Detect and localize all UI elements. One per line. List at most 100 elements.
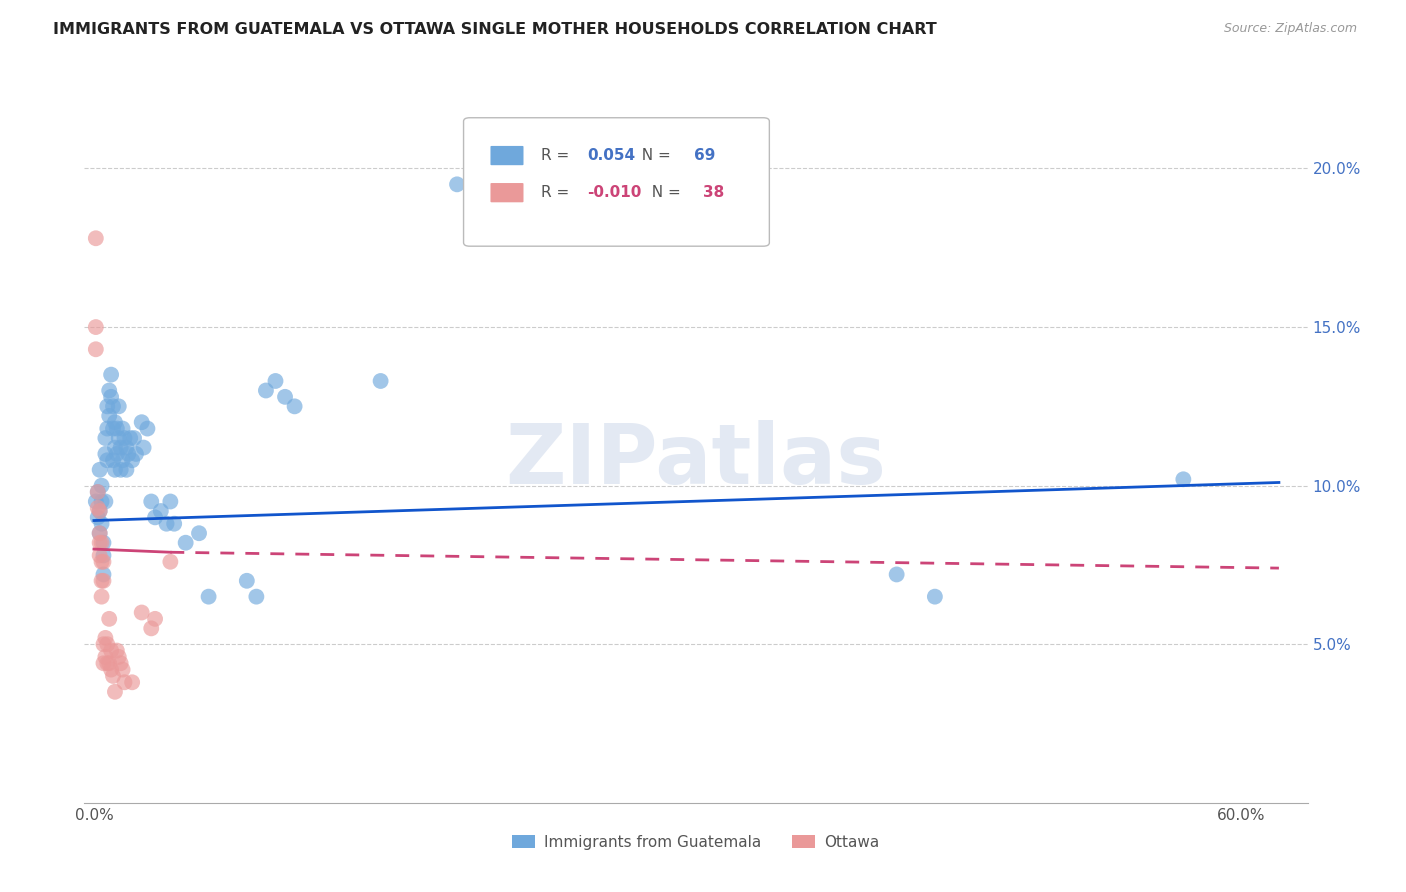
Point	[1173, 472, 1195, 486]
Legend: Immigrants from Guatemala, Ottawa: Immigrants from Guatemala, Ottawa	[506, 829, 886, 855]
Point	[264, 374, 287, 388]
Point	[163, 516, 186, 531]
Point	[125, 447, 148, 461]
Point	[100, 663, 122, 677]
Point	[98, 612, 121, 626]
Point	[90, 590, 112, 604]
Point	[90, 494, 112, 508]
Point	[136, 421, 159, 435]
Text: 0.054: 0.054	[588, 148, 636, 163]
Point	[89, 535, 111, 549]
Point	[96, 657, 118, 671]
Point	[114, 431, 136, 445]
Point	[101, 421, 124, 435]
Text: N =: N =	[643, 186, 686, 200]
Point	[101, 400, 124, 414]
Point	[90, 535, 112, 549]
Point	[159, 494, 181, 508]
Text: R =: R =	[541, 148, 574, 163]
Point	[96, 637, 118, 651]
Point	[89, 463, 111, 477]
Point	[96, 453, 118, 467]
Point	[117, 447, 139, 461]
Point	[101, 453, 124, 467]
Point	[89, 504, 111, 518]
Point	[141, 621, 163, 635]
Point	[100, 390, 122, 404]
Point	[120, 431, 142, 445]
Point	[98, 409, 121, 423]
Point	[87, 485, 110, 500]
Point	[89, 549, 111, 563]
Point	[87, 510, 110, 524]
Point	[465, 186, 488, 201]
Point	[143, 510, 166, 524]
Point	[104, 685, 127, 699]
Point	[104, 415, 127, 429]
Point	[111, 663, 134, 677]
Point	[90, 478, 112, 492]
Text: ZIPatlas: ZIPatlas	[506, 420, 886, 500]
Point	[98, 657, 121, 671]
Point	[104, 441, 127, 455]
Point	[89, 526, 111, 541]
Point	[105, 421, 128, 435]
Point	[104, 463, 127, 477]
Point	[84, 320, 107, 334]
Point	[93, 657, 115, 671]
Point	[121, 675, 143, 690]
Text: 38: 38	[703, 186, 724, 200]
Point	[93, 567, 115, 582]
Point	[245, 590, 267, 604]
Point	[90, 516, 112, 531]
Point	[131, 606, 153, 620]
Point	[924, 590, 946, 604]
Point	[96, 421, 118, 435]
Point	[107, 649, 129, 664]
Point	[115, 441, 138, 455]
Point	[254, 384, 277, 398]
FancyBboxPatch shape	[491, 183, 523, 202]
Point	[105, 447, 128, 461]
Point	[111, 421, 134, 435]
Point	[89, 504, 111, 518]
Point	[84, 343, 107, 357]
Point	[132, 441, 155, 455]
Point	[107, 431, 129, 445]
Point	[100, 643, 122, 657]
Text: 69: 69	[693, 148, 714, 163]
Point	[236, 574, 259, 588]
Point	[89, 526, 111, 541]
Point	[115, 463, 138, 477]
Point	[90, 574, 112, 588]
Point	[94, 494, 117, 508]
Point	[131, 415, 153, 429]
Point	[370, 374, 392, 388]
Point	[141, 494, 163, 508]
Text: IMMIGRANTS FROM GUATEMALA VS OTTAWA SINGLE MOTHER HOUSEHOLDS CORRELATION CHART: IMMIGRANTS FROM GUATEMALA VS OTTAWA SING…	[53, 22, 938, 37]
Point	[93, 574, 115, 588]
Point	[98, 384, 121, 398]
Point	[87, 500, 110, 515]
Point	[886, 567, 908, 582]
Point	[111, 453, 134, 467]
Point	[446, 178, 468, 192]
Point	[188, 526, 211, 541]
Text: N =: N =	[633, 148, 676, 163]
Point	[87, 485, 110, 500]
Point	[84, 231, 107, 245]
Point	[101, 669, 124, 683]
Point	[121, 453, 143, 467]
Point	[197, 590, 219, 604]
Point	[174, 535, 197, 549]
Point	[94, 431, 117, 445]
Point	[274, 390, 297, 404]
Text: R =: R =	[541, 186, 574, 200]
FancyBboxPatch shape	[464, 118, 769, 246]
Point	[110, 441, 132, 455]
Text: Source: ZipAtlas.com: Source: ZipAtlas.com	[1223, 22, 1357, 36]
Point	[84, 494, 107, 508]
Point	[110, 657, 132, 671]
Point	[105, 643, 128, 657]
Point	[149, 504, 172, 518]
